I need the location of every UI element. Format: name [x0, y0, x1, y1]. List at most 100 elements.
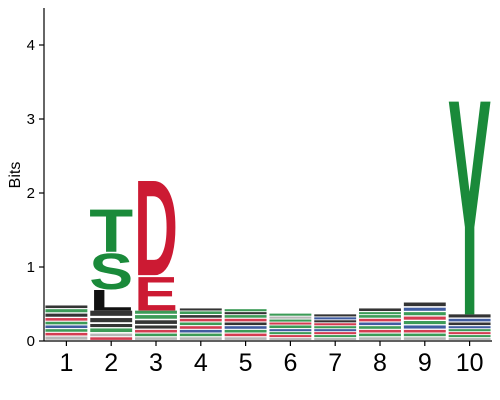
- residue-sliver: [448, 332, 491, 335]
- residue-sliver: [314, 320, 357, 323]
- position-label: 10: [456, 349, 484, 377]
- residue-sliver: [179, 315, 222, 318]
- residue-sliver: [314, 326, 357, 329]
- residue-sliver: [179, 308, 222, 311]
- y-tick-label: 3: [27, 111, 35, 128]
- residue-sliver: [448, 322, 491, 326]
- stack-position-6: [269, 313, 312, 341]
- residue-sliver: [269, 322, 312, 325]
- residue-sliver: [448, 314, 491, 318]
- y-tick-label: 1: [27, 259, 35, 276]
- residue-sliver: [448, 335, 491, 338]
- residue-sliver: [314, 314, 357, 317]
- position-label: 4: [194, 349, 208, 377]
- residue-sliver: [314, 317, 357, 320]
- y-tick-label: 0: [27, 333, 35, 350]
- residue-sliver: [45, 305, 88, 309]
- residue-sliver: [90, 323, 133, 328]
- residue-sliver: [224, 326, 267, 329]
- position-label: 2: [104, 349, 118, 377]
- residue-sliver: [403, 337, 446, 340]
- stack-position-9: [403, 302, 446, 340]
- stack-position-2: LST: [89, 198, 133, 340]
- letter-D: D: [134, 152, 178, 305]
- residue-sliver: [45, 332, 88, 336]
- residue-sliver: [269, 316, 312, 319]
- residue-sliver: [403, 333, 446, 337]
- residue-sliver: [448, 338, 491, 341]
- residue-sliver: [224, 322, 267, 326]
- y-axis-title: Bits: [7, 162, 24, 189]
- residue-sliver: [314, 329, 357, 332]
- residue-sliver: [224, 312, 267, 315]
- residue-sliver: [359, 312, 401, 315]
- letter-Y: Y: [448, 36, 492, 380]
- residue-sliver: [135, 329, 177, 333]
- letter-E: E: [134, 268, 178, 322]
- residue-sliver: [90, 328, 133, 333]
- residue-sliver: [269, 313, 312, 316]
- stack-position-7: [314, 314, 357, 341]
- position-label: 8: [373, 349, 387, 377]
- residue-sliver: [359, 315, 401, 318]
- residue-sliver: [45, 321, 88, 325]
- residue-sliver: [179, 322, 222, 326]
- x-ticks: 1 2 3 4 5 6 7 8 9 10: [59, 341, 484, 377]
- residue-sliver: [224, 329, 267, 333]
- residue-sliver: [135, 337, 177, 340]
- residue-sliver: [448, 318, 491, 322]
- residue-sliver: [314, 323, 357, 326]
- residue-sliver: [224, 315, 267, 318]
- residue-sliver: [179, 318, 222, 322]
- residue-sliver: [224, 309, 267, 312]
- residue-sliver: [314, 338, 357, 341]
- residue-sliver: [359, 322, 401, 326]
- letter-L: L: [89, 284, 133, 317]
- position-label: 1: [59, 349, 73, 377]
- letter-S: S: [89, 244, 133, 300]
- position-label: 9: [418, 349, 432, 377]
- residue-sliver: [269, 319, 312, 322]
- residue-sliver: [403, 329, 446, 333]
- residue-sliver: [45, 309, 88, 313]
- residue-sliver: [403, 302, 446, 307]
- position-label: 3: [149, 349, 163, 377]
- y-tick-label: 2: [27, 185, 35, 202]
- residue-sliver: [135, 325, 177, 329]
- position-label: 5: [239, 349, 253, 377]
- position-label: 6: [283, 349, 297, 377]
- residue-sliver: [90, 318, 133, 323]
- stack-position-4: [179, 308, 222, 340]
- residue-sliver: [135, 320, 177, 324]
- residue-sliver: [179, 333, 222, 337]
- residue-sliver: [45, 336, 88, 340]
- residue-sliver: [179, 329, 222, 333]
- residue-sliver: [45, 318, 88, 321]
- residue-sliver: [90, 337, 133, 340]
- y-ticks: 0 1 2 3 4: [27, 37, 44, 350]
- residue-sliver: [90, 310, 133, 316]
- residue-sliver: [359, 333, 401, 337]
- residue-sliver: [448, 326, 491, 329]
- residue-sliver: [45, 325, 88, 329]
- residue-sliver: [359, 308, 401, 312]
- stack-position-3: ED: [134, 152, 178, 340]
- residue-sliver: [359, 318, 401, 322]
- residue-sliver: [135, 310, 177, 314]
- residue-sliver: [359, 326, 401, 329]
- residue-sliver: [224, 337, 267, 340]
- residue-sliver: [179, 311, 222, 314]
- residue-sliver: [403, 312, 446, 316]
- residue-sliver: [45, 329, 88, 332]
- position-label: 7: [328, 349, 342, 377]
- letter-T: T: [89, 198, 133, 266]
- stack-position-8: [359, 308, 401, 340]
- residue-sliver: [448, 329, 491, 332]
- residue-sliver: [314, 332, 357, 335]
- stack-position-1: [45, 305, 88, 340]
- stack-position-5: [224, 309, 267, 340]
- y-tick-label: 4: [27, 37, 35, 54]
